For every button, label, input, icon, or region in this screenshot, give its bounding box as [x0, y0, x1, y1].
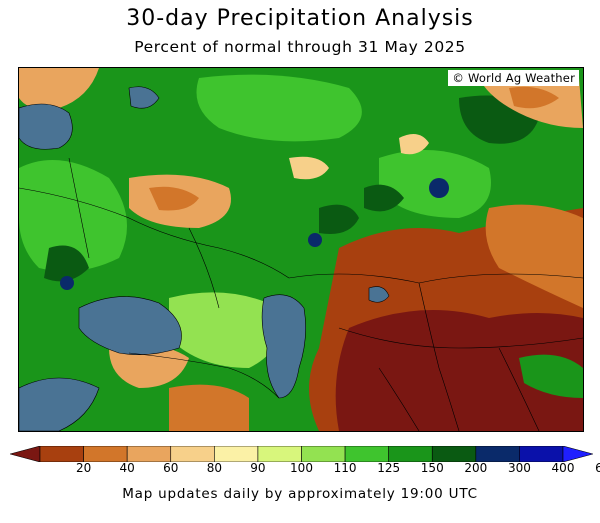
legend-tick-label: 90 [250, 461, 266, 475]
dry-region [109, 344, 189, 388]
legend-swatch [39, 446, 84, 462]
precip-region [60, 276, 74, 290]
baltic-sea [19, 103, 73, 150]
dry-region [509, 86, 559, 109]
chart-title: 30-day Precipitation Analysis [126, 6, 474, 31]
dry-region [485, 204, 583, 308]
caspian-sea [261, 294, 306, 399]
legend-swatch [214, 446, 259, 462]
precipitation-map: © World Ag Weather [18, 67, 584, 432]
legend-swatch [388, 446, 433, 462]
chart-subtitle: Percent of normal through 31 May 2025 [134, 38, 466, 56]
dry-region [335, 310, 583, 431]
legend-tick-label: 125 [377, 461, 401, 475]
legend-swatch [475, 446, 520, 462]
precip-region [196, 74, 362, 142]
legend-tick-label: 40 [119, 461, 135, 475]
precip-region [319, 204, 359, 234]
dry-region [289, 156, 329, 180]
precip-region [169, 292, 281, 368]
legend-swatch [431, 446, 477, 462]
legend-tick-label: 200 [464, 461, 488, 475]
dry-region [169, 384, 249, 431]
dry-region [399, 134, 429, 155]
legend-tick-label: 600 [595, 461, 600, 475]
copyright-label: © World Ag Weather [448, 70, 579, 86]
legend-swatch [257, 446, 302, 462]
legend-ticks: 20 40 60 80 90 100 110 125 150 200 300 400 600 [0, 461, 600, 477]
legend-swatch [301, 446, 346, 462]
legend-tick-label: 150 [420, 461, 444, 475]
update-note: Map updates daily by approximately 19:00… [122, 486, 478, 502]
precip-region [429, 178, 449, 198]
lake-ladoga [128, 86, 160, 109]
legend-swatch [562, 446, 593, 462]
precip-region [44, 245, 89, 282]
legend-tick-label: 300 [507, 461, 531, 475]
dry-region [149, 186, 199, 211]
legend-swatch [344, 446, 389, 462]
color-legend [10, 446, 593, 462]
aral-sea [368, 286, 390, 303]
legend-swatch [126, 446, 172, 462]
legend-swatch [10, 446, 41, 462]
dry-region [19, 68, 99, 110]
precip-region [19, 160, 127, 272]
legend-tick-label: 60 [163, 461, 179, 475]
legend-tick-label: 110 [333, 461, 357, 475]
legend-swatch [83, 446, 128, 462]
legend-bar [10, 446, 593, 462]
legend-tick-label: 80 [206, 461, 222, 475]
precip-region [519, 354, 583, 398]
legend-swatch [170, 446, 215, 462]
legend-swatch [519, 446, 564, 462]
mediterranean-sea [19, 377, 100, 431]
precip-region [364, 184, 404, 212]
map-canvas [19, 68, 583, 431]
legend-tick-label: 400 [551, 461, 575, 475]
country-borders [19, 157, 583, 431]
legend-tick-label: 100 [290, 461, 313, 475]
legend-tick-label: 20 [75, 461, 92, 475]
precip-region [308, 233, 322, 247]
black-sea [78, 296, 182, 355]
